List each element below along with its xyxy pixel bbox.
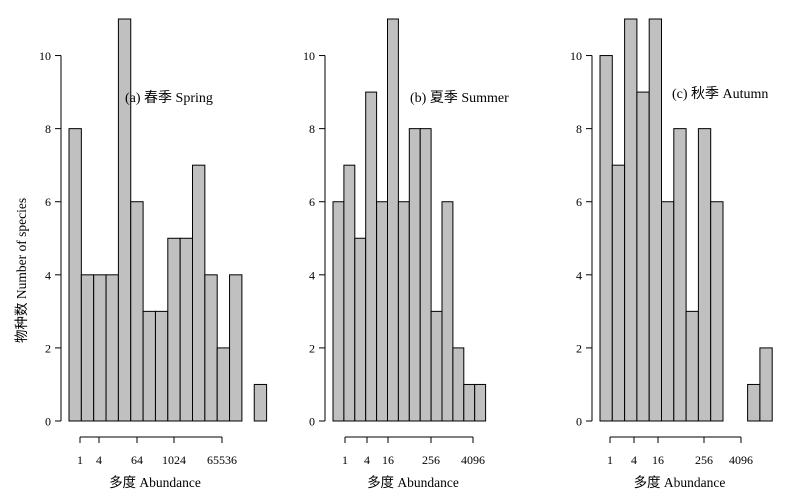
bar xyxy=(441,201,454,422)
y-tick-label: 8 xyxy=(576,122,582,136)
bar xyxy=(142,310,156,422)
bar xyxy=(474,383,487,422)
x-axis-label: 多度 Abundance xyxy=(367,474,459,490)
y-tick-label: 8 xyxy=(309,122,315,136)
y-tick-label: 10 xyxy=(570,49,582,63)
bar xyxy=(430,310,443,422)
bar xyxy=(463,383,476,422)
bar xyxy=(105,274,119,422)
bar xyxy=(599,55,613,422)
bar xyxy=(759,347,773,422)
panel-label: (b) 夏季 Summer xyxy=(410,90,509,106)
x-tick-label: 4 xyxy=(96,453,102,467)
x-tick-label: 4096 xyxy=(461,453,485,467)
bar xyxy=(68,128,82,422)
x-tick-label: 1 xyxy=(342,453,348,467)
x-tick-label: 16 xyxy=(652,453,664,467)
bar xyxy=(253,383,268,422)
bar xyxy=(661,201,675,422)
y-tick-label: 10 xyxy=(39,49,51,63)
x-tick-label: 256 xyxy=(695,453,713,467)
x-tick-label: 65536 xyxy=(207,453,237,467)
bar xyxy=(216,347,231,422)
bar xyxy=(332,201,345,422)
bar xyxy=(154,310,169,422)
y-tick-label: 2 xyxy=(309,341,315,355)
bar xyxy=(192,164,206,422)
y-tick-label: 10 xyxy=(303,49,315,63)
x-tick-label: 1 xyxy=(77,453,83,467)
y-tick-label: 4 xyxy=(45,268,51,282)
x-axis-label: 多度 Abundance xyxy=(634,474,726,490)
y-tick-label: 0 xyxy=(45,415,51,429)
bar xyxy=(685,310,699,422)
bar xyxy=(204,274,218,422)
bar xyxy=(419,128,432,422)
bar xyxy=(408,128,421,422)
y-tick-label: 4 xyxy=(309,268,315,282)
bar xyxy=(697,128,712,422)
x-axis-label: 多度 Abundance xyxy=(109,474,201,490)
y-tick-label: 2 xyxy=(45,341,51,355)
bar xyxy=(365,91,378,422)
panel-label: (a) 春季 Spring xyxy=(125,90,213,106)
x-tick-label: 4 xyxy=(364,453,370,467)
bar xyxy=(636,91,650,422)
y-tick-label: 6 xyxy=(309,195,315,209)
bar xyxy=(93,274,107,422)
bar xyxy=(747,383,761,422)
y-tick-label: 6 xyxy=(576,195,582,209)
bar xyxy=(354,237,367,422)
x-tick-label: 16 xyxy=(382,453,394,467)
bar xyxy=(376,201,389,422)
x-tick-label: 256 xyxy=(422,453,440,467)
x-tick-label: 4096 xyxy=(729,453,753,467)
x-tick-label: 4 xyxy=(631,453,637,467)
bar xyxy=(167,237,181,422)
y-tick-label: 2 xyxy=(576,341,582,355)
bar xyxy=(179,237,193,422)
bar xyxy=(229,274,243,422)
x-tick-label: 1024 xyxy=(162,453,186,467)
y-tick-label: 0 xyxy=(309,415,315,429)
bar xyxy=(648,18,663,422)
bar xyxy=(343,164,356,422)
y-tick-label: 8 xyxy=(45,122,51,136)
bar xyxy=(117,18,132,422)
panel-label: (c) 秋季 Autumn xyxy=(672,86,768,102)
bar xyxy=(452,347,465,422)
bar xyxy=(397,201,410,422)
bar xyxy=(673,128,687,422)
bar xyxy=(611,164,626,422)
bar xyxy=(624,18,638,422)
bar xyxy=(130,201,144,422)
bar xyxy=(710,201,724,422)
x-tick-label: 64 xyxy=(131,453,143,467)
y-tick-label: 0 xyxy=(576,415,582,429)
y-tick-label: 6 xyxy=(45,195,51,209)
x-tick-label: 1 xyxy=(607,453,613,467)
bar xyxy=(80,274,95,422)
y-tick-label: 4 xyxy=(576,268,582,282)
bar xyxy=(387,18,399,422)
